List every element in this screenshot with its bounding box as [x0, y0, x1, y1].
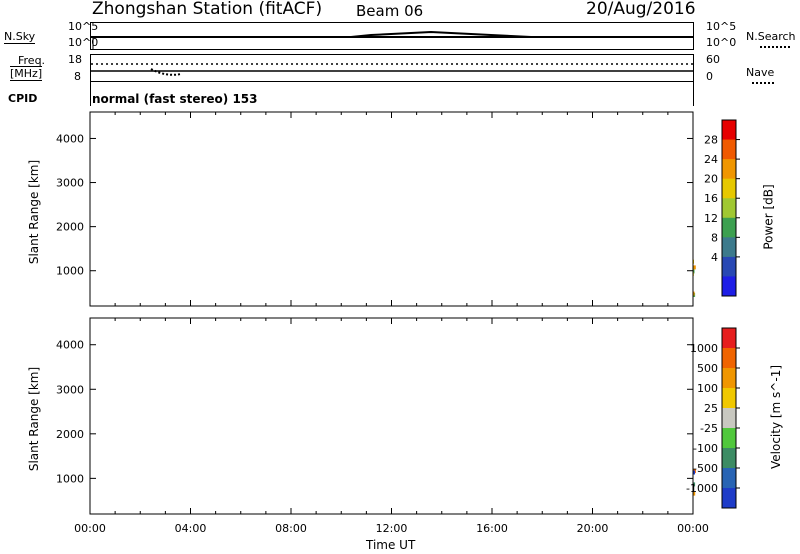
nsearch-legend-line — [760, 46, 790, 48]
colorbar-cell — [722, 368, 736, 389]
velocity-colorbar-label: Velocity [m s^-1] — [769, 364, 784, 470]
noise-left-tick-top: 10^5 — [68, 20, 99, 33]
station-title: Zhongshan Station (fitACF) — [92, 0, 323, 19]
nave-label: Nave — [746, 66, 775, 79]
y-tick-label: 1000 — [56, 265, 84, 278]
colorbar-cell — [722, 388, 736, 409]
colorbar-tick-label: 20 — [704, 173, 718, 186]
freq-trace — [91, 63, 693, 76]
colorbar-cell — [722, 178, 736, 199]
colorbar-cell — [722, 198, 736, 219]
y-tick-label: 3000 — [56, 383, 84, 396]
nsky-label: N.Sky — [4, 30, 36, 44]
colorbar-cell — [722, 468, 736, 489]
data-cell — [692, 491, 696, 496]
plot-frame — [89, 317, 694, 515]
colorbar-tick-label: 28 — [704, 134, 718, 147]
time-axis-label: Time UT — [366, 538, 416, 552]
y-tick-label: 2000 — [56, 428, 84, 441]
y-tick-label: 2000 — [56, 221, 84, 234]
cpid-text: normal (fast stereo) 153 — [92, 92, 258, 106]
colorbar-cell — [722, 256, 736, 277]
noise-left-tick-bottom: 10^0 — [68, 36, 99, 49]
colorbar-cell — [722, 448, 736, 469]
data-cell — [692, 265, 696, 270]
nsearch-label: N.Search — [746, 30, 796, 43]
noise-right-tick-bottom: 10^0 — [706, 36, 737, 49]
colorbar-tick-label: -500 — [693, 462, 718, 475]
colorbar-tick-label: -25 — [700, 422, 718, 435]
freq-label: Freq. — [18, 54, 46, 67]
velocity-ylabel: Slant Range [km] — [27, 366, 42, 472]
colorbar-cell — [722, 237, 736, 258]
colorbar-tick-label: 500 — [697, 362, 718, 375]
y-tick-label: 1000 — [56, 472, 84, 485]
freq-right-tick-top: 60 — [706, 53, 720, 66]
date-label: 20/Aug/2016 — [586, 0, 696, 19]
x-tick-label: 16:00 — [476, 522, 508, 535]
freq-unit-label: [MHz] — [10, 66, 43, 81]
x-tick-label: 04:00 — [175, 522, 207, 535]
cpid-left-rule — [90, 82, 91, 106]
axes: 4000 3000 2000 1000 28 24 20 16 12 8 4 4000 3000 2000… — [56, 111, 740, 535]
x-tick-label: 00:00 — [677, 522, 709, 535]
colorbar-frame — [721, 119, 737, 297]
cpid-right-rule — [693, 82, 694, 106]
noise-right-tick-top: 10^5 — [706, 20, 737, 33]
colorbar-cell — [722, 488, 736, 509]
nave-legend-line — [752, 82, 774, 84]
y-tick-label: 4000 — [56, 132, 84, 145]
cpid-label: CPID — [8, 92, 38, 105]
colorbar-cell — [722, 276, 736, 297]
colorbar-cell — [722, 139, 736, 160]
x-tick-label: 20:00 — [577, 522, 609, 535]
colorbar-tick-label: 25 — [704, 402, 718, 415]
colorbar-tick-label: 8 — [711, 231, 718, 244]
data-cell — [692, 482, 696, 487]
freq-right-tick-bottom: 0 — [706, 70, 713, 83]
freq-panel — [90, 54, 694, 82]
colorbar-tick-label: -1000 — [686, 482, 718, 495]
colorbar-cell — [722, 348, 736, 369]
power-ylabel: Slant Range [km] — [27, 159, 42, 265]
beam-label: Beam 06 — [356, 2, 424, 20]
colorbar-cell — [722, 328, 736, 349]
x-tick-label: 08:00 — [275, 522, 307, 535]
colorbar-cell — [722, 159, 736, 180]
y-tick-label: 3000 — [56, 177, 84, 190]
colorbar-tick-label: 4 — [711, 251, 718, 264]
x-tick-label: 00:00 — [74, 522, 106, 535]
power-colorbar-label: Power [dB] — [761, 184, 776, 250]
colorbar-tick-label: 100 — [697, 382, 718, 395]
colorbar-tick-label: 12 — [704, 212, 718, 225]
y-tick-label: 4000 — [56, 339, 84, 352]
noise-panel — [90, 22, 694, 50]
freq-left-tick-bottom: 8 — [74, 70, 81, 83]
colorbar-cell — [722, 408, 736, 429]
colorbar-tick-label: 24 — [704, 153, 718, 166]
x-tick-label: 12:00 — [376, 522, 408, 535]
plot-frame — [89, 111, 694, 307]
colorbar-tick-label: -100 — [693, 442, 718, 455]
colorbar-tick-label: 1000 — [690, 342, 718, 355]
freq-left-tick-top: 18 — [68, 53, 82, 66]
colorbar-cell — [722, 120, 736, 141]
noise-trace — [91, 30, 693, 49]
colorbar-cell — [722, 217, 736, 238]
colorbar-frame — [721, 327, 737, 509]
colorbar-tick-label: 16 — [704, 192, 718, 205]
colorbar-cell — [722, 428, 736, 449]
